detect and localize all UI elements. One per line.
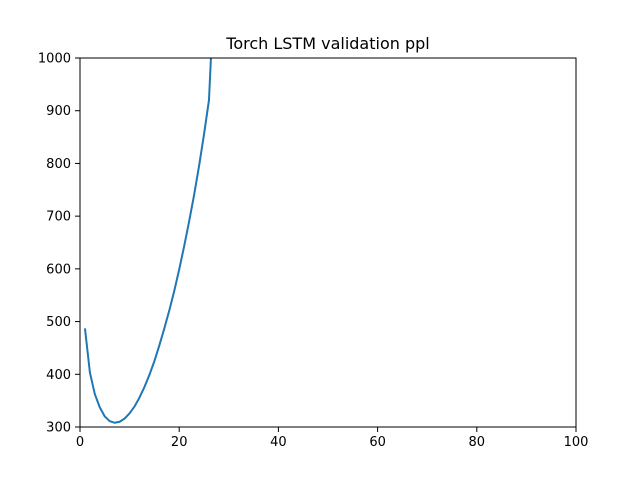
series-line-0 xyxy=(83,58,212,424)
chart-title: Torch LSTM validation ppl xyxy=(225,34,429,53)
x-tick-label-100: 100 xyxy=(564,435,589,450)
y-tick-label-300: 300 xyxy=(46,421,71,436)
plot-area xyxy=(83,58,212,424)
y-tick-label-700: 700 xyxy=(46,210,71,225)
x-tick-label-0: 0 xyxy=(76,435,84,450)
y-tick-label-500: 500 xyxy=(46,315,71,330)
y-tick-label-600: 600 xyxy=(46,262,71,277)
x-tick-label-40: 40 xyxy=(270,435,287,450)
x-tick-label-20: 20 xyxy=(171,435,188,450)
axes-frame xyxy=(79,57,577,428)
x-tick-label-60: 60 xyxy=(369,435,386,450)
y-tick-label-400: 400 xyxy=(46,368,71,383)
y-tick-label-800: 800 xyxy=(46,157,71,172)
y-tick-label-1000: 1000 xyxy=(38,52,71,67)
y-tick-label-900: 900 xyxy=(46,104,71,119)
x-tick-label-80: 80 xyxy=(469,435,486,450)
axes: 0 20 40 60 80 100 300 400 500 600 700 800 900 1000 xyxy=(38,52,589,451)
